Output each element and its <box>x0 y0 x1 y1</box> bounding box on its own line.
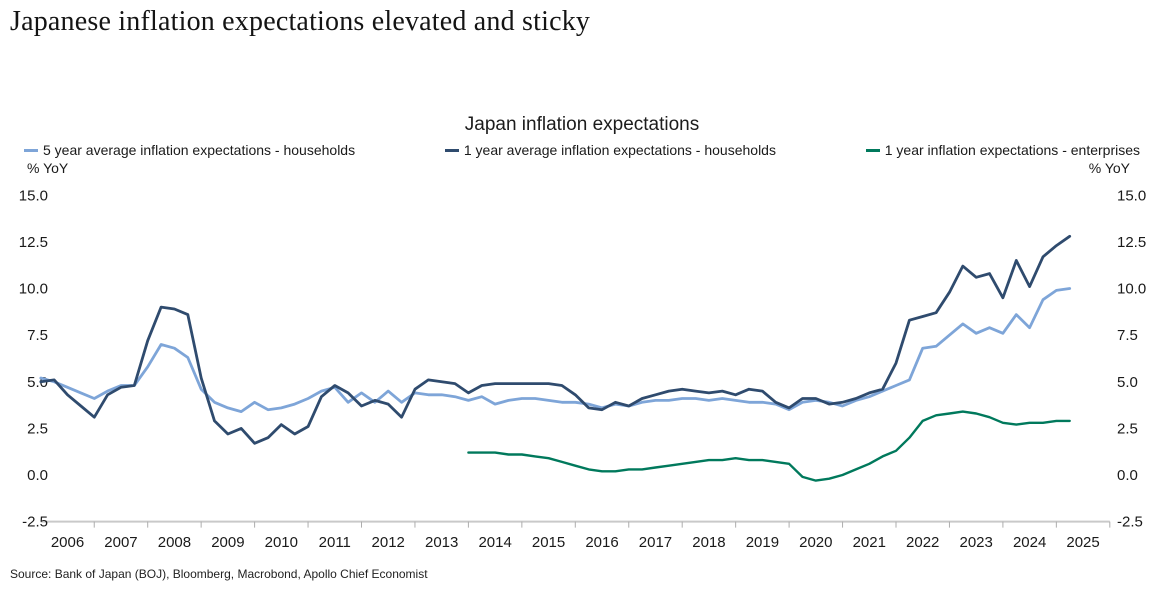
svg-text:2.5: 2.5 <box>27 420 48 437</box>
legend-label-1y-households: 1 year average inflation expectations - … <box>463 142 776 158</box>
svg-text:2018: 2018 <box>692 534 725 551</box>
svg-text:2009: 2009 <box>211 534 244 551</box>
source-note: Source: Bank of Japan (BOJ), Bloomberg, … <box>10 567 428 581</box>
page-title: Japanese inflation expectations elevated… <box>10 6 591 37</box>
svg-text:2020: 2020 <box>799 534 832 551</box>
svg-text:10.0: 10.0 <box>1117 281 1146 298</box>
svg-text:2011: 2011 <box>319 534 351 551</box>
svg-text:12.5: 12.5 <box>19 234 48 251</box>
svg-text:-2.5: -2.5 <box>22 514 48 531</box>
svg-text:2017: 2017 <box>639 534 672 551</box>
svg-text:15.0: 15.0 <box>19 187 48 204</box>
svg-text:2019: 2019 <box>746 534 779 551</box>
svg-text:2025: 2025 <box>1066 534 1099 551</box>
legend-item-1y-enterprises: 1 year inflation expectations - enterpri… <box>865 142 1140 158</box>
line-marker-icon <box>865 148 880 152</box>
svg-text:0.0: 0.0 <box>1117 467 1138 484</box>
svg-text:2007: 2007 <box>104 534 137 551</box>
y-axis-unit-left: % YoY <box>27 160 69 176</box>
svg-text:15.0: 15.0 <box>1117 187 1146 204</box>
svg-text:2.5: 2.5 <box>1117 420 1138 437</box>
svg-text:2024: 2024 <box>1013 534 1046 551</box>
y-axis-unit-right: % YoY <box>1088 160 1130 176</box>
line-marker-icon <box>24 148 38 152</box>
svg-text:0.0: 0.0 <box>27 467 48 484</box>
svg-text:7.5: 7.5 <box>1117 327 1138 344</box>
svg-text:2012: 2012 <box>372 534 405 551</box>
svg-text:2015: 2015 <box>532 534 565 551</box>
svg-text:7.5: 7.5 <box>27 327 48 344</box>
svg-text:2022: 2022 <box>906 534 939 551</box>
chart-title: Japan inflation expectations <box>464 114 700 135</box>
legend-label-1y-enterprises: 1 year inflation expectations - enterpri… <box>884 142 1140 158</box>
line-marker-icon <box>444 148 459 152</box>
svg-text:2016: 2016 <box>585 534 618 551</box>
svg-text:2014: 2014 <box>478 534 511 551</box>
chart-legend: 5 year average inflation expectations - … <box>24 142 1140 158</box>
legend-label-5y-households: 5 year average inflation expectations - … <box>43 142 356 158</box>
svg-text:2008: 2008 <box>158 534 191 551</box>
svg-text:-2.5: -2.5 <box>1117 514 1143 531</box>
svg-text:12.5: 12.5 <box>1117 234 1146 251</box>
svg-text:2021: 2021 <box>853 534 886 551</box>
legend-item-5y-households: 5 year average inflation expectations - … <box>24 142 355 158</box>
svg-text:2006: 2006 <box>51 534 84 551</box>
svg-text:2023: 2023 <box>959 534 992 551</box>
svg-text:5.0: 5.0 <box>1117 374 1138 391</box>
legend-item-1y-households: 1 year average inflation expectations - … <box>444 142 776 158</box>
svg-text:10.0: 10.0 <box>19 281 48 298</box>
svg-text:2013: 2013 <box>425 534 458 551</box>
svg-text:2010: 2010 <box>265 534 298 551</box>
